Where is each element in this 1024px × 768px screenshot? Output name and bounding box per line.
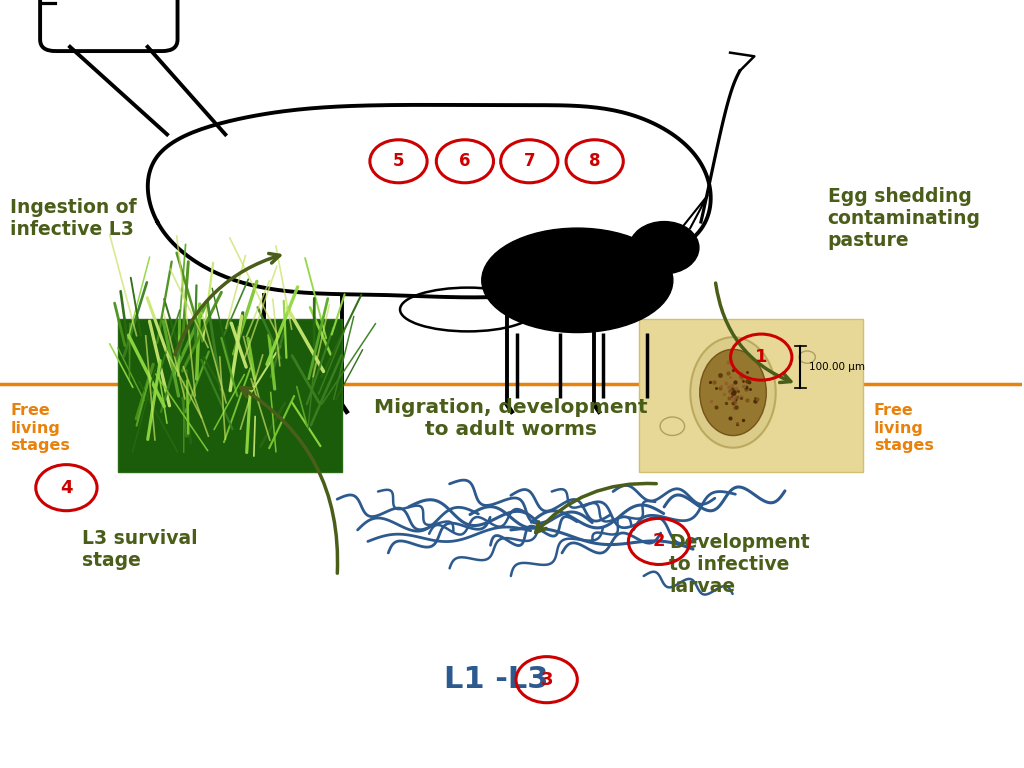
Text: 2: 2 [653,532,666,551]
Text: Ingestion of
infective L3: Ingestion of infective L3 [10,198,137,240]
Text: 3: 3 [541,670,553,689]
Text: Egg shedding
contaminating
pasture: Egg shedding contaminating pasture [827,187,981,250]
Text: 100.00 μm: 100.00 μm [809,362,864,372]
Text: 7: 7 [523,152,536,170]
Ellipse shape [630,222,699,274]
Text: 4: 4 [60,478,73,497]
Bar [639,319,863,472]
Bar [118,319,342,472]
Text: Migration, development
to adult worms: Migration, development to adult worms [374,398,648,439]
Ellipse shape [690,337,776,448]
Text: 5: 5 [393,152,404,170]
Text: Free
living
stages: Free living stages [10,403,70,453]
Ellipse shape [699,349,766,435]
Text: 1: 1 [755,348,767,366]
Text: Free
living
stages: Free living stages [873,403,934,453]
Text: L3 survival
stage: L3 survival stage [82,528,198,570]
Polygon shape [638,267,665,286]
Text: 6: 6 [459,152,471,170]
Text: 8: 8 [589,152,600,170]
Ellipse shape [481,228,673,333]
Text: L1 -L3: L1 -L3 [444,665,549,694]
Text: Development
to infective
larvae: Development to infective larvae [670,533,810,596]
